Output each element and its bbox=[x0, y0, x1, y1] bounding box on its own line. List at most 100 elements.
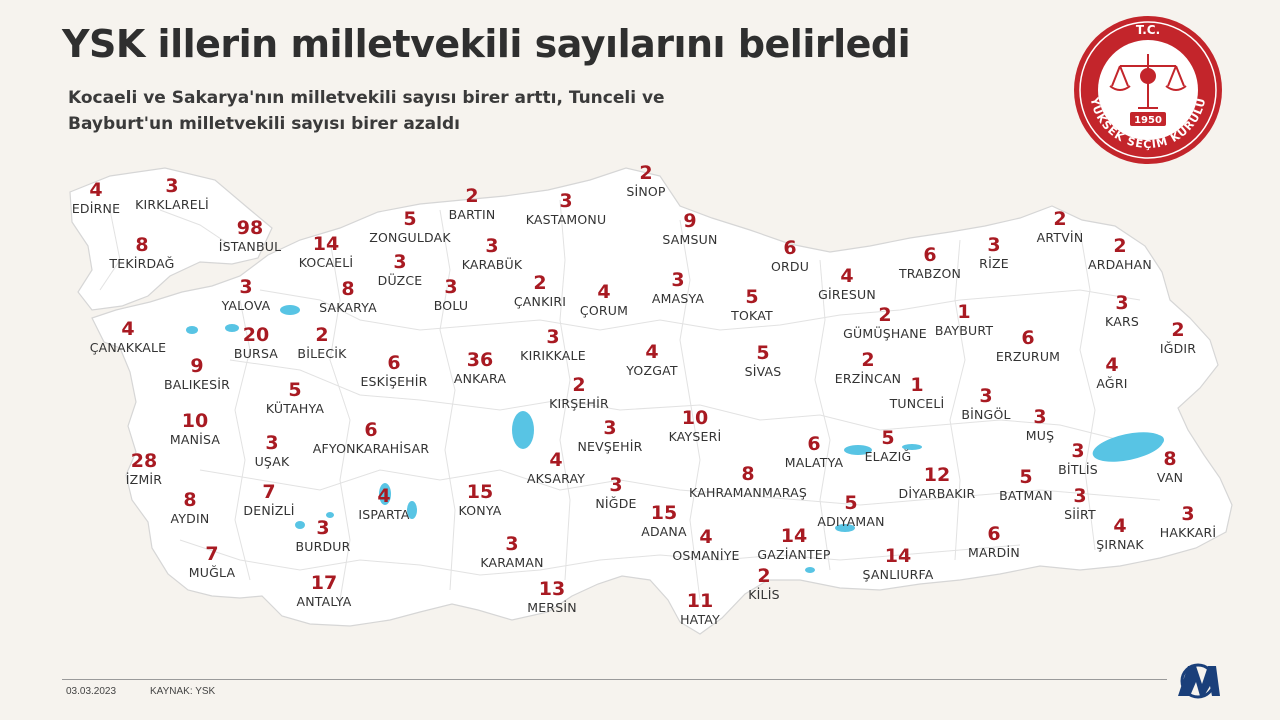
province-name: AMASYA bbox=[651, 291, 705, 306]
anatolia-landmass bbox=[91, 167, 1233, 635]
province-label: 2 GÜMÜŞHANE bbox=[843, 305, 927, 342]
lake-beysehir bbox=[379, 483, 391, 505]
province-label: 2 BİLECİK bbox=[297, 324, 346, 362]
province-seat-count: 6 bbox=[387, 352, 401, 374]
province-name: HAKKARİ bbox=[1159, 525, 1217, 540]
province-label: 5 ZONGULDAK bbox=[369, 209, 451, 246]
province-label: 7 MUĞLA bbox=[189, 544, 235, 581]
province-name: KIRIKKALE bbox=[520, 348, 586, 363]
province-seat-count: 2 bbox=[1113, 235, 1127, 257]
province-seat-count: 4 bbox=[597, 281, 611, 303]
province-name: BAYBURT bbox=[934, 323, 994, 338]
province-seat-count: 3 bbox=[165, 175, 179, 197]
province-label: 3 KASTAMONU bbox=[526, 191, 607, 228]
province-label: 3 MUŞ bbox=[1026, 406, 1054, 444]
province-label: 12 DİYARBAKIR bbox=[899, 465, 976, 502]
province-name: KAHRAMANMARAŞ bbox=[689, 485, 807, 500]
salt-lake bbox=[512, 411, 534, 449]
province-label: 2 IĞDIR bbox=[1159, 320, 1197, 357]
province-name: ÇANKIRI bbox=[513, 294, 567, 309]
province-name: NİĞDE bbox=[595, 496, 637, 511]
province-label: 3 KARS bbox=[1105, 292, 1139, 330]
province-seat-count: 4 bbox=[1113, 515, 1127, 537]
province-seat-count: 3 bbox=[1181, 503, 1195, 525]
footer-source: KAYNAK: YSK bbox=[150, 686, 216, 697]
province-seat-count: 2 bbox=[315, 324, 329, 346]
province-name: ANTALYA bbox=[296, 594, 352, 609]
province-label: 4 YOZGAT bbox=[626, 341, 677, 379]
province-seat-count: 5 bbox=[745, 286, 759, 308]
province-seat-count: 4 bbox=[699, 526, 713, 548]
province-label: 8 KAHRAMANMARAŞ bbox=[689, 464, 807, 501]
province-label: 4 AKSARAY bbox=[526, 450, 586, 487]
province-seat-count: 2 bbox=[572, 374, 586, 396]
province-seat-count: 3 bbox=[485, 235, 499, 257]
province-seat-count: 8 bbox=[1163, 448, 1177, 470]
province-label: 17 ANTALYA bbox=[296, 572, 352, 610]
province-label: 98 İSTANBUL bbox=[219, 218, 281, 255]
province-label: 6 ORDU bbox=[770, 238, 810, 275]
province-seat-count: 4 bbox=[645, 341, 659, 363]
province-name: İZMİR bbox=[125, 472, 163, 487]
province-label: 3 KIRKLARELİ bbox=[135, 175, 209, 213]
province-seat-count: 14 bbox=[312, 233, 340, 255]
province-name: KOCAELİ bbox=[298, 255, 354, 270]
province-name: KARS bbox=[1105, 314, 1139, 329]
subtitle-line-2: Bayburt'un milletvekili sayısı birer aza… bbox=[68, 114, 460, 134]
province-seat-count: 20 bbox=[242, 324, 270, 346]
province-name: GÜMÜŞHANE bbox=[843, 326, 927, 341]
province-label: 14 ŞANLIURFA bbox=[863, 546, 934, 583]
province-seat-count: 3 bbox=[265, 432, 279, 454]
province-seat-count: 3 bbox=[987, 234, 1001, 256]
thrace-landmass bbox=[69, 167, 273, 311]
province-name: TOKAT bbox=[731, 308, 773, 323]
province-name: KARABÜK bbox=[461, 257, 523, 272]
footer-divider bbox=[62, 679, 1167, 680]
province-label: 8 SAKARYA bbox=[319, 279, 377, 316]
province-name: IĞDIR bbox=[1159, 341, 1197, 356]
lake-acigol bbox=[326, 512, 334, 518]
province-name: ARDAHAN bbox=[1088, 257, 1152, 272]
province-label: 2 BARTIN bbox=[449, 186, 496, 223]
province-seat-count: 4 bbox=[377, 485, 391, 507]
province-name: ANKARA bbox=[453, 371, 507, 386]
province-name: KIRKLARELİ bbox=[135, 197, 209, 212]
lakes bbox=[186, 305, 1164, 573]
province-name: ORDU bbox=[770, 259, 810, 274]
province-label: 6 TRABZON bbox=[899, 245, 961, 282]
province-seat-count: 13 bbox=[538, 578, 566, 600]
province-label: 6 ESKİŞEHİR bbox=[360, 352, 427, 390]
province-name: ÇANAKKALE bbox=[89, 340, 167, 355]
province-seat-count: 28 bbox=[130, 450, 158, 472]
province-seat-count: 2 bbox=[1053, 208, 1067, 230]
province-seat-count: 17 bbox=[310, 572, 338, 594]
province-name: ISPARTA bbox=[358, 507, 410, 522]
province-name: AKSARAY bbox=[526, 471, 586, 486]
province-name: ERZİNCAN bbox=[834, 371, 902, 386]
province-label: 6 MALATYA bbox=[785, 434, 843, 471]
province-name: UŞAK bbox=[254, 454, 290, 469]
province-name: ŞIRNAK bbox=[1096, 537, 1144, 552]
province-label: 2 SİNOP bbox=[626, 163, 665, 200]
province-label: 11 HATAY bbox=[680, 591, 720, 628]
province-label: 4 ŞIRNAK bbox=[1096, 515, 1144, 553]
province-seat-count: 3 bbox=[1115, 292, 1129, 314]
province-label: 4 ISPARTA bbox=[358, 485, 410, 523]
province-seat-count: 3 bbox=[505, 533, 519, 555]
province-name: ELAZIĞ bbox=[864, 449, 912, 464]
province-name: ADIYAMAN bbox=[817, 514, 885, 529]
province-label: 2 KIRŞEHİR bbox=[549, 374, 609, 412]
province-seat-count: 5 bbox=[844, 492, 858, 514]
province-label: 15 ADANA bbox=[641, 503, 686, 540]
ysk-seal-logo: T.C. YÜKSEK SEÇİM KURULU 1950 bbox=[1074, 16, 1222, 164]
province-seat-count: 3 bbox=[1033, 406, 1047, 428]
province-seat-count: 5 bbox=[288, 379, 302, 401]
province-seat-count: 3 bbox=[603, 417, 617, 439]
province-name: MARDİN bbox=[968, 545, 1020, 560]
province-label: 1 BAYBURT bbox=[934, 302, 994, 339]
province-name: ARTVİN bbox=[1036, 230, 1084, 245]
province-seat-count: 5 bbox=[881, 427, 895, 449]
lake-karakaya bbox=[805, 567, 815, 573]
province-name: BALIKESİR bbox=[164, 377, 230, 392]
